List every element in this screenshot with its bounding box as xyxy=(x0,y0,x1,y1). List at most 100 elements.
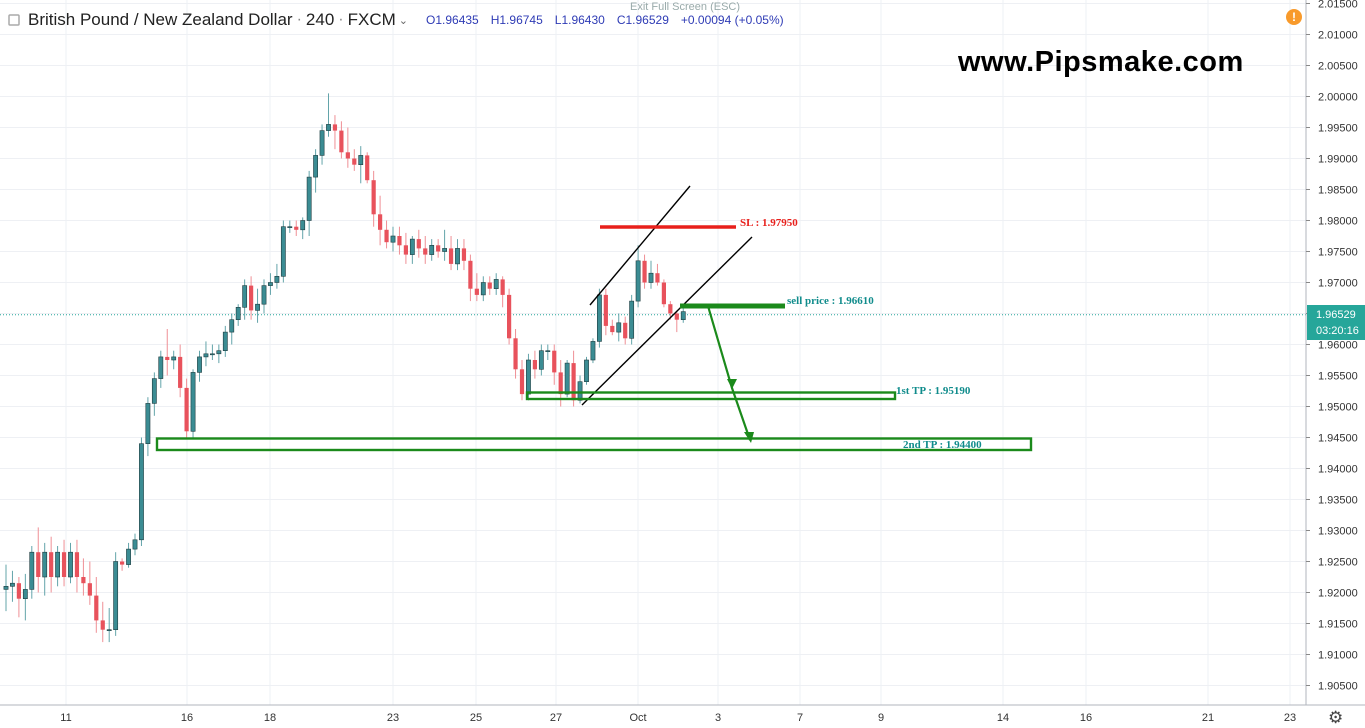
candle-body xyxy=(674,313,679,320)
watermark-text: www.Pipsmake.com xyxy=(958,46,1244,78)
candle-body xyxy=(255,303,260,311)
candle-body xyxy=(151,378,157,404)
candle-body xyxy=(87,583,92,596)
time-tick-label: 7 xyxy=(797,712,803,724)
candle xyxy=(590,338,596,364)
tp1-box[interactable] xyxy=(525,391,897,401)
candle xyxy=(300,217,306,240)
candle xyxy=(280,220,286,283)
candle-body xyxy=(178,356,183,388)
candle-body xyxy=(655,273,660,283)
candle xyxy=(507,288,512,345)
candle-body xyxy=(558,372,563,395)
candle xyxy=(513,329,518,379)
candle-body xyxy=(210,353,215,356)
candles-layer xyxy=(3,93,686,643)
candle-body xyxy=(480,282,486,296)
candle-body xyxy=(203,353,209,358)
candle-body xyxy=(280,226,286,277)
candle xyxy=(16,577,21,618)
candle xyxy=(480,276,486,302)
chevron-down-icon[interactable]: ⌄ xyxy=(398,14,408,27)
candle xyxy=(648,260,654,289)
candle xyxy=(203,341,209,367)
price-tick-label: 1.95500 xyxy=(1318,371,1358,383)
candle-body xyxy=(532,360,537,370)
candle xyxy=(519,360,525,401)
candle-body xyxy=(229,319,235,333)
candle-body xyxy=(416,239,421,249)
candle xyxy=(384,220,389,249)
time-tick-label: 3 xyxy=(715,712,721,724)
channel-upper-line[interactable] xyxy=(589,185,691,306)
bar-countdown: 03:20:16 xyxy=(1316,325,1359,337)
candle xyxy=(461,239,467,271)
candle-body xyxy=(94,595,99,621)
time-axis[interactable]: 11 16 18 23 25 27 Oct 3 7 9 14 16 21 23 xyxy=(0,704,1365,724)
candle-body xyxy=(448,248,454,264)
candle-body xyxy=(10,582,15,587)
gear-icon[interactable]: ⚙ xyxy=(1328,708,1344,727)
candle-body xyxy=(81,577,86,584)
candle xyxy=(235,304,241,326)
drawings-layer: SL : 1.97950 sell price : 1.96610 1st TP… xyxy=(155,185,1033,452)
price-axis[interactable]: 2.01500 2.01000 2.00500 2.00000 1.99500 1.990… xyxy=(1305,0,1365,705)
candle-body xyxy=(339,130,344,153)
candle xyxy=(55,546,60,587)
candle-body xyxy=(49,552,54,577)
candle-body xyxy=(145,403,151,444)
candle-body xyxy=(442,248,447,252)
channel-lower-line[interactable] xyxy=(581,236,753,406)
candle xyxy=(306,170,312,236)
candle xyxy=(100,601,105,643)
candle-body xyxy=(423,248,428,255)
candle-body xyxy=(616,322,622,333)
target-arrow-path[interactable] xyxy=(706,305,752,441)
drag-handle-icon[interactable] xyxy=(8,14,20,26)
candle-body xyxy=(661,282,666,305)
candle-body xyxy=(474,288,479,295)
candle xyxy=(197,350,202,382)
candle-body xyxy=(326,124,331,131)
price-tick-label: 1.98500 xyxy=(1318,185,1358,197)
candle xyxy=(3,564,9,612)
candle xyxy=(229,313,235,345)
price-tick-label: 1.92500 xyxy=(1318,557,1358,569)
candle-body xyxy=(294,226,299,230)
price-tick-label: 1.97500 xyxy=(1318,247,1358,259)
symbol-name[interactable]: British Pound / New Zealand Dollar xyxy=(28,10,293,29)
candle-body xyxy=(409,238,415,255)
tp2-box[interactable] xyxy=(155,437,1033,452)
candle xyxy=(94,577,99,633)
candle xyxy=(61,539,67,587)
candle-body xyxy=(42,551,48,578)
alert-icon[interactable]: ! xyxy=(1286,9,1302,25)
candle-body xyxy=(384,229,389,243)
candle-body xyxy=(513,338,518,370)
interval-label[interactable]: 240 xyxy=(305,10,335,29)
candle xyxy=(145,397,151,457)
candle xyxy=(113,552,119,636)
candle xyxy=(545,344,551,360)
candle xyxy=(313,149,318,193)
candle-body xyxy=(274,275,280,283)
price-tick-label: 2.01500 xyxy=(1318,0,1358,11)
time-tick-label: 25 xyxy=(470,712,482,724)
exit-fullscreen-hint[interactable]: Exit Full Screen (ESC) xyxy=(630,1,741,13)
candle-body xyxy=(526,359,531,395)
price-tick-label: 1.92000 xyxy=(1318,588,1358,600)
candle-body xyxy=(519,369,525,395)
candle xyxy=(326,93,331,137)
candle xyxy=(165,329,170,376)
candle-body xyxy=(571,363,576,401)
candle-body xyxy=(158,356,164,379)
candle xyxy=(352,149,357,171)
candle-body xyxy=(390,235,396,243)
candle-body xyxy=(106,629,112,632)
candle xyxy=(390,226,396,252)
candle xyxy=(10,570,15,602)
candle-body xyxy=(378,214,383,230)
candle xyxy=(668,301,673,320)
data-source-label[interactable]: FXCM xyxy=(347,10,396,29)
